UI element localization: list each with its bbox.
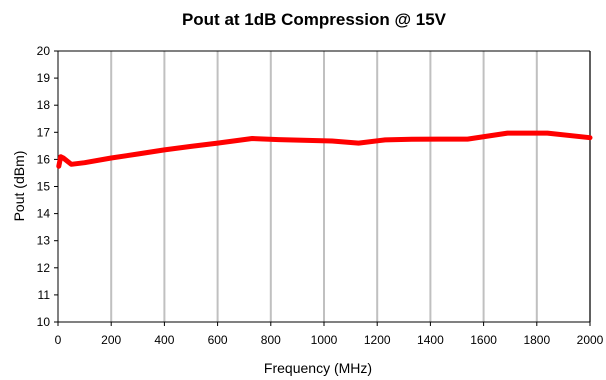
x-tick-label: 1400 — [417, 333, 444, 347]
x-tick-label: 600 — [208, 333, 228, 347]
y-axis-label: Pout (dBm) — [11, 151, 27, 222]
x-tick-label: 1800 — [523, 333, 550, 347]
y-tick-label: 18 — [37, 98, 51, 112]
series-layer — [56, 130, 593, 169]
series-line — [56, 130, 593, 169]
x-tick-label: 1200 — [364, 333, 391, 347]
y-tick-label: 14 — [37, 207, 51, 221]
y-tick-label: 10 — [37, 315, 51, 329]
x-axis-label: Frequency (MHz) — [264, 360, 372, 376]
y-tick-label: 19 — [37, 71, 51, 85]
y-tick-label: 20 — [37, 44, 51, 58]
chart-title: Pout at 1dB Compression @ 15V — [182, 10, 447, 29]
x-tick-label: 1000 — [311, 333, 338, 347]
x-tick-label: 2000 — [577, 333, 604, 347]
y-tick-label: 13 — [37, 234, 51, 248]
x-tick-label: 400 — [154, 333, 174, 347]
y-tick-label: 12 — [37, 261, 51, 275]
x-tick-label: 0 — [55, 333, 62, 347]
x-tick-label: 800 — [261, 333, 281, 347]
x-tick-label: 200 — [101, 333, 121, 347]
y-tick-label: 11 — [38, 288, 51, 302]
y-tick-label: 16 — [37, 152, 51, 166]
grid-layer — [110, 51, 591, 322]
y-tick-label: 15 — [37, 180, 51, 194]
y-tick-label: 17 — [37, 125, 51, 139]
x-tick-label: 1600 — [470, 333, 497, 347]
